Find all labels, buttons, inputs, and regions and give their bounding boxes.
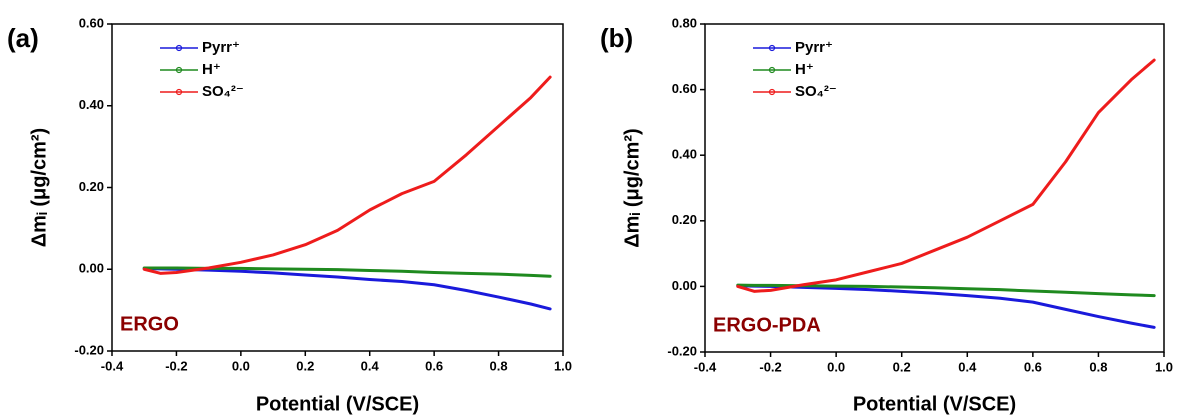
plot-frame bbox=[704, 23, 1165, 353]
y-tick-label: 0.80 bbox=[672, 15, 697, 30]
legend-marker bbox=[768, 88, 776, 96]
legend-marker bbox=[768, 66, 776, 74]
x-tick-label: 1.0 bbox=[1155, 359, 1173, 374]
x-tick-label: 0.8 bbox=[490, 358, 508, 373]
legend-marker bbox=[175, 66, 183, 74]
x-tick-label: 0.6 bbox=[425, 358, 443, 373]
y-tick-label: -0.20 bbox=[74, 342, 104, 357]
y-tick-label: 0.40 bbox=[79, 97, 104, 112]
x-tick-label: -0.4 bbox=[694, 359, 717, 374]
x-tick-label: 0.2 bbox=[296, 358, 314, 373]
x-tick-label: 0.4 bbox=[958, 359, 977, 374]
legend-label: SO₄²⁻ bbox=[795, 83, 837, 100]
x-tick-label: -0.4 bbox=[101, 358, 124, 373]
legend-label: Pyrr⁺ bbox=[795, 39, 833, 56]
data-line bbox=[736, 58, 1156, 293]
plot-frame bbox=[111, 23, 564, 352]
x-axis-label: Potential (V/SCE) bbox=[853, 393, 1016, 415]
y-tick-label: -0.20 bbox=[667, 343, 697, 358]
x-tick-label: 0.6 bbox=[1024, 359, 1042, 374]
x-tick-label: -0.2 bbox=[165, 358, 187, 373]
x-tick-label: 0.4 bbox=[361, 358, 380, 373]
y-tick-label: 0.20 bbox=[672, 212, 697, 227]
y-tick-label: 0.00 bbox=[672, 278, 697, 293]
y-tick-label: 0.20 bbox=[79, 179, 104, 194]
y-tick-label: 0.60 bbox=[79, 15, 104, 30]
x-tick-label: -0.2 bbox=[759, 359, 781, 374]
y-axis-label: Δmᵢ (μg/cm²) bbox=[621, 128, 643, 247]
legend-label: Pyrr⁺ bbox=[202, 39, 240, 56]
legend-label: H⁺ bbox=[202, 61, 221, 78]
data-line bbox=[142, 75, 552, 275]
legend-marker bbox=[768, 44, 776, 52]
y-tick-label: 0.40 bbox=[672, 147, 697, 162]
legend-label: H⁺ bbox=[795, 61, 814, 78]
x-tick-label: 0.2 bbox=[893, 359, 911, 374]
annotation: ERGO-PDA bbox=[713, 314, 821, 336]
y-tick-label: 0.60 bbox=[672, 81, 697, 96]
legend-marker bbox=[175, 88, 183, 96]
panel-label: (a) bbox=[7, 23, 39, 53]
panel-label: (b) bbox=[600, 23, 633, 53]
x-tick-label: 1.0 bbox=[554, 358, 572, 373]
y-axis-label: Δmᵢ (μg/cm²) bbox=[28, 128, 50, 247]
data-line bbox=[736, 283, 1156, 298]
x-axis-label: Potential (V/SCE) bbox=[256, 393, 419, 415]
data-line bbox=[142, 266, 552, 278]
x-tick-label: 0.0 bbox=[232, 358, 250, 373]
annotation: ERGO bbox=[120, 313, 179, 335]
y-tick-label: 0.00 bbox=[79, 261, 104, 276]
x-tick-label: 0.0 bbox=[827, 359, 845, 374]
legend-marker bbox=[175, 44, 183, 52]
legend-label: SO₄²⁻ bbox=[202, 83, 244, 100]
x-tick-label: 0.8 bbox=[1089, 359, 1107, 374]
